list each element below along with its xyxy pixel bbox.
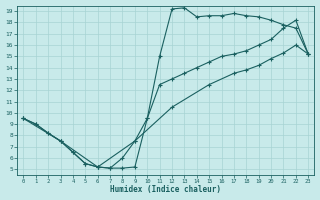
X-axis label: Humidex (Indice chaleur): Humidex (Indice chaleur) <box>110 185 221 194</box>
